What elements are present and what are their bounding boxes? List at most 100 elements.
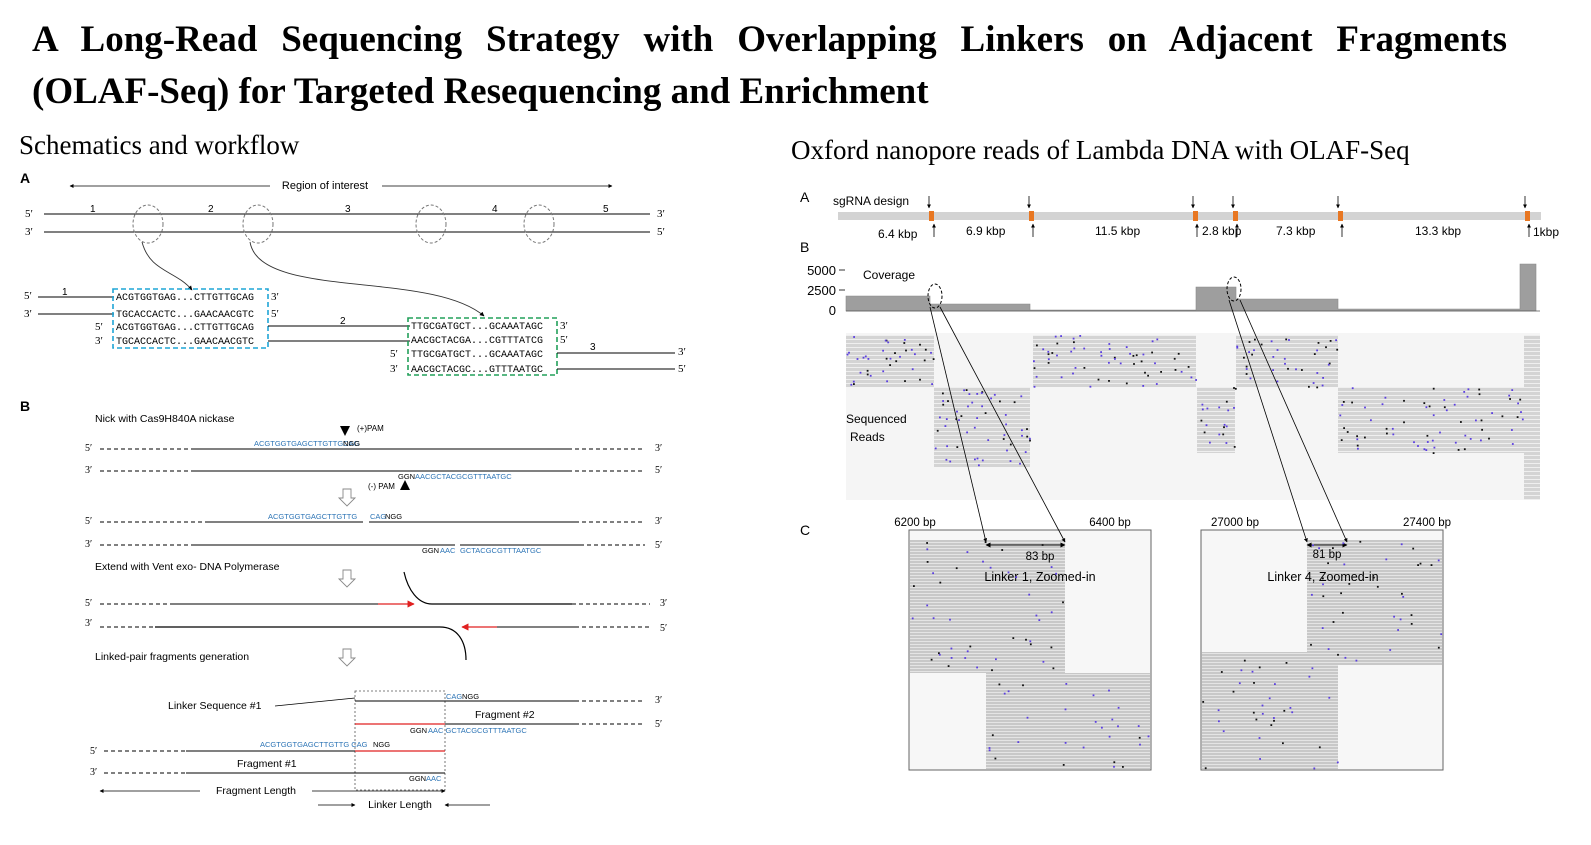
mismatch-dot [1336,761,1339,764]
mismatch-dot [930,351,932,354]
mismatch-dot [1445,409,1448,412]
mismatch-dot [956,410,958,413]
mismatch-dot [1321,627,1324,629]
kbp-4: 2.8 kbp [1202,224,1242,238]
mismatch-dot [923,359,926,362]
linker-length-label: Linker Length [368,799,432,811]
blue-seq-4: TGCACCACTC...GAACAACGTC [116,337,254,348]
mismatch-dot [963,389,965,392]
mismatch-dot [1062,601,1064,604]
mismatch-dot [1094,721,1097,723]
mismatch-dot [1344,656,1347,659]
mismatch-dot [942,392,944,395]
green-top-3prime: 3′ [560,320,568,332]
mismatch-dot [974,458,976,461]
mismatch-dot [968,393,971,395]
mismatch-dot [945,458,948,461]
mismatch-dot [971,401,974,404]
mismatch-dot [990,397,992,400]
mismatch-dot [1022,684,1024,687]
mismatch-dot [1419,562,1422,565]
mismatch-dot [1511,443,1514,445]
mismatch-dot [1177,352,1180,355]
mismatch-dot [1238,682,1241,685]
plus-pam-marker [340,426,350,436]
mismatch-dot [889,364,891,366]
mismatch-dot [1047,358,1050,361]
mismatch-dot [1072,337,1075,340]
mismatch-dot [1481,428,1483,431]
mismatch-dot [1391,427,1394,430]
curve-arrow-2 [249,241,485,317]
b3-displaced-bot [155,626,467,661]
mismatch-dot [1251,670,1254,673]
mismatch-dot [1125,382,1128,385]
mismatch-dot [1318,547,1320,550]
mismatch-dot [1155,383,1158,385]
fragment1-label: Fragment #1 [237,758,297,770]
mismatch-dot [1201,403,1204,406]
mismatch-dot [1005,423,1007,426]
mismatch-dot [1209,441,1211,444]
mismatch-dot [1283,357,1286,360]
mismatch-dot [1258,737,1261,739]
mismatch-dot [1289,707,1292,709]
mismatch-dot [1218,406,1221,409]
mismatch-dot [1114,358,1116,360]
mismatch-dot [1430,564,1433,566]
mismatch-dot [1026,716,1029,719]
mismatch-dot [1251,353,1253,356]
mismatch-dot [1017,741,1020,743]
mismatch-dot [1385,427,1388,430]
b3-bot-3prime: 3′ [85,618,92,629]
zoom-panel-1: 6200 bp 6400 bp 83 bp Linker 1, Zoomed-i… [894,517,1152,771]
mismatch-dot [1029,439,1031,442]
sgrna-design-label: sgRNA design [833,194,909,208]
b3-5prime: 5′ [85,598,92,609]
b1-3prime: 3′ [655,443,662,454]
mismatch-dot [1138,736,1141,739]
green-bot-5prime: 5′ [560,334,568,346]
mismatch-dot [1009,460,1012,462]
mismatch-dot [1009,443,1012,446]
mismatch-dot [1516,416,1519,418]
b2-5prime: 5′ [85,516,92,527]
mismatch-dot [1100,354,1103,357]
mismatch-dot [995,658,997,661]
zoom2-connector-left [1228,299,1308,543]
frag3-3prime: 3′ [678,346,686,358]
mismatch-dot [978,464,980,467]
linker-pointer [274,697,356,707]
mismatch-dot [1519,398,1522,401]
mismatch-dot [1137,725,1140,727]
mismatch-dot [1342,542,1345,545]
reads-block-1 [846,335,934,387]
a-top-3prime: 3′ [657,208,665,220]
mismatch-dot [1393,615,1395,618]
zoom2-reads-bottom [1202,652,1338,769]
b2-bot-3prime: 3′ [85,539,92,550]
mismatch-dot [1225,425,1228,428]
mismatch-dot [1232,690,1235,693]
b4-cag: CAG [446,692,462,701]
mismatch-dot [1454,441,1457,444]
mismatch-dot [1364,436,1366,439]
mismatch-dot [1089,385,1092,388]
linker1-highlight [927,283,943,309]
mismatch-dot [1325,346,1327,349]
mismatch-dot [1508,394,1511,397]
b3-bot-5prime: 5′ [660,623,667,634]
mismatch-dot [1295,368,1297,371]
mismatch-dot [956,446,959,448]
mismatch-dot [1142,353,1145,356]
mismatch-dot [1073,347,1076,350]
minus-pam-label: (-) PAM [368,482,395,491]
mismatch-dot [1273,719,1275,722]
mismatch-dot [966,551,969,553]
mismatch-dot [945,418,948,420]
mismatch-dot [930,658,933,661]
segment-2: 2 [208,204,214,215]
mismatch-dot [869,374,872,377]
b2-blue-b: CAG [370,512,386,521]
zoom2-reads-top [1307,540,1442,665]
